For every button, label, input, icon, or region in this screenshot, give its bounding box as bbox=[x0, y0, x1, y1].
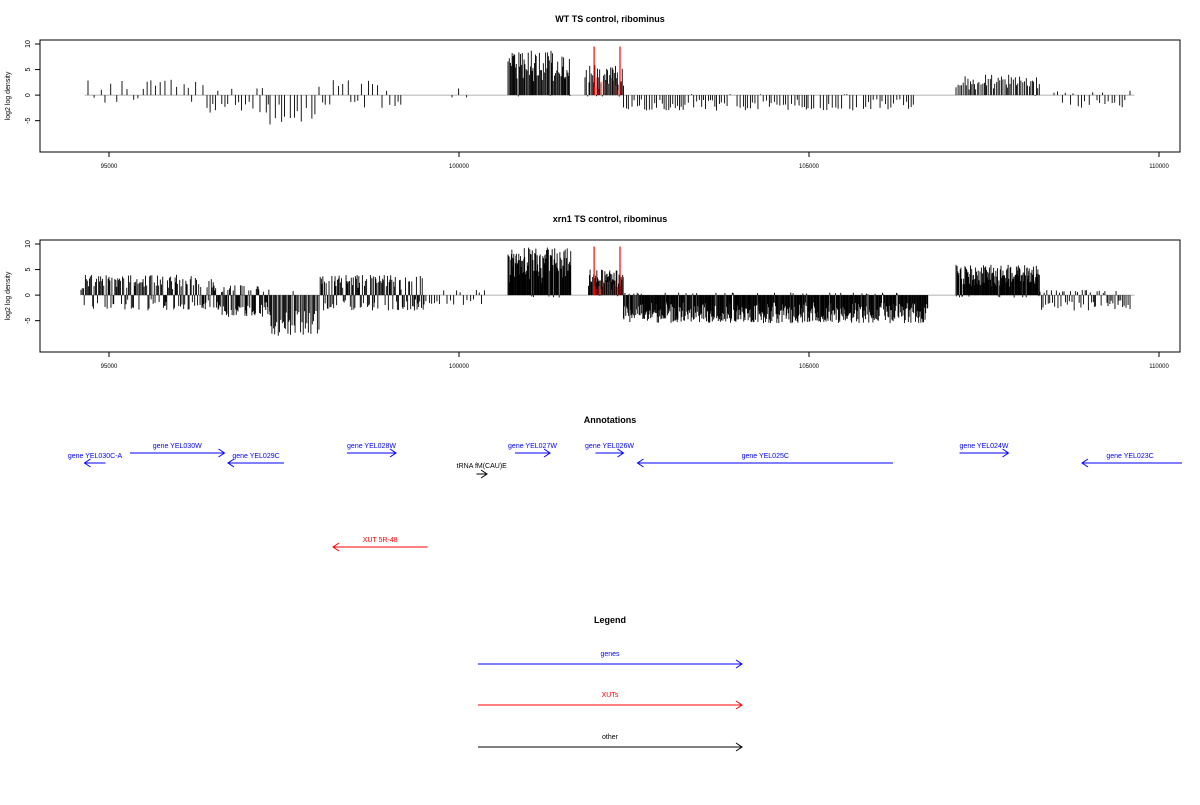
legend-item-label: other bbox=[602, 734, 619, 741]
x-tick-label: 100000 bbox=[449, 164, 470, 170]
arrow-head bbox=[1002, 448, 1010, 458]
legend-item-label: XUTs bbox=[602, 692, 619, 699]
feature-label: gene YEL026W bbox=[585, 443, 634, 450]
feature-label: gene YEL030C-A bbox=[68, 453, 123, 460]
legend-item-label: genes bbox=[600, 651, 620, 658]
x-tick-label: 110000 bbox=[1149, 364, 1169, 370]
y-tick-label: -5 bbox=[25, 117, 32, 123]
annotations-title: Annotations bbox=[584, 415, 637, 425]
arrow-head bbox=[227, 458, 235, 468]
feature-label: tRNA fM(CAU)E bbox=[457, 463, 508, 470]
x-tick-label: 95000 bbox=[101, 164, 118, 170]
y-axis-label: log2 log density bbox=[5, 271, 12, 320]
feature-label: gene YEL023C bbox=[1106, 453, 1153, 460]
feature-label: gene YEL028W bbox=[347, 443, 396, 450]
chart-title: WT TS control, ribominus bbox=[555, 14, 665, 24]
arrow-head bbox=[332, 542, 340, 552]
arrow-head bbox=[636, 458, 644, 468]
y-tick-label: 10 bbox=[25, 40, 32, 48]
legend-arrow-head bbox=[735, 742, 743, 752]
x-tick-label: 105000 bbox=[799, 164, 820, 170]
x-tick-label: 110000 bbox=[1149, 164, 1169, 170]
feature-label: XUT 5R-48 bbox=[363, 537, 398, 544]
legend-title: Legend bbox=[594, 615, 626, 625]
chart-title: xrn1 TS control, ribominus bbox=[553, 214, 668, 224]
y-axis-label: log2 log density bbox=[5, 71, 12, 120]
legend-arrow-head bbox=[735, 700, 743, 710]
plot-frame bbox=[39, 39, 1181, 153]
y-tick-label: 0 bbox=[25, 93, 32, 97]
arrow-head bbox=[617, 448, 625, 458]
plot-frame bbox=[39, 239, 1181, 353]
arrow-head bbox=[543, 448, 551, 458]
y-tick-label: 5 bbox=[25, 268, 32, 272]
y-tick-label: -5 bbox=[25, 317, 32, 323]
arrow-head bbox=[480, 469, 488, 479]
y-tick-label: 10 bbox=[25, 240, 32, 248]
x-tick-label: 95000 bbox=[101, 364, 118, 370]
arrow-head bbox=[83, 458, 91, 468]
x-tick-label: 105000 bbox=[799, 364, 820, 370]
arrow-head bbox=[389, 448, 397, 458]
x-tick-label: 100000 bbox=[449, 364, 470, 370]
arrow-head bbox=[1081, 458, 1089, 468]
feature-label: gene YEL025C bbox=[742, 453, 789, 460]
y-tick-label: 0 bbox=[25, 293, 32, 297]
feature-label: gene YEL029C bbox=[232, 453, 279, 460]
feature-label: gene YEL030W bbox=[153, 443, 202, 450]
feature-label: gene YEL024W bbox=[960, 443, 1009, 450]
arrow-head bbox=[218, 448, 226, 458]
feature-label: gene YEL027W bbox=[508, 443, 557, 450]
legend-arrow-head bbox=[735, 659, 743, 669]
y-tick-label: 5 bbox=[25, 68, 32, 72]
